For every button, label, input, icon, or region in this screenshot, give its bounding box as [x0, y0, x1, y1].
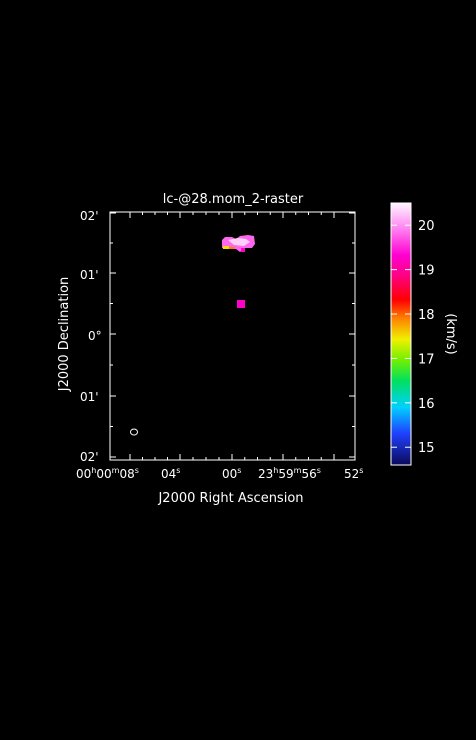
y-axis-label: J2000 Declination	[57, 277, 72, 393]
colorbar	[390, 202, 412, 466]
colorbar-ticks: 15 16 17 18 19 20	[391, 219, 435, 456]
data-blob-main-edge-magenta	[241, 248, 245, 252]
colorbar-tick-label-4: 19	[418, 264, 435, 279]
data-blob-main-edge-yellow	[223, 246, 229, 249]
colorbar-tick-label-1: 16	[418, 397, 435, 412]
x-tick-label-0: 00h00m08s	[76, 466, 139, 481]
beam-ellipse	[130, 428, 138, 436]
colorbar-tick-label-0: 15	[418, 441, 435, 456]
axis-ticks	[110, 212, 355, 460]
y-tick-label-4: 02'	[80, 450, 99, 464]
y-tick-label-2: 0°	[88, 329, 102, 343]
chart-title: lc-@28.mom_2-raster	[163, 192, 304, 207]
colorbar-tick-label-5: 20	[418, 219, 435, 234]
colorbar-tick-label-2: 17	[418, 352, 435, 367]
data-blob-main-highlight	[228, 238, 250, 246]
x-tick-label-1: 04s	[161, 466, 180, 481]
y-tick-label-3: 01'	[80, 390, 99, 404]
y-tick-label-0: 02'	[80, 209, 99, 223]
plot-frame	[109, 211, 356, 461]
x-tick-label-4: 52s	[344, 466, 363, 481]
x-axis-label: J2000 Right Ascension	[157, 491, 303, 506]
x-tick-label-3: 23h59m56s	[258, 466, 321, 481]
y-tick-label-1: 01'	[80, 268, 99, 282]
data-blob-main-edge-orange	[229, 247, 235, 249]
emission-region-main	[222, 235, 255, 252]
data-blob-compact	[237, 300, 245, 308]
colorbar-tick-label-3: 18	[418, 308, 435, 323]
colorbar-label: (km/s)	[443, 313, 458, 355]
x-tick-label-2: 00s	[222, 466, 241, 481]
